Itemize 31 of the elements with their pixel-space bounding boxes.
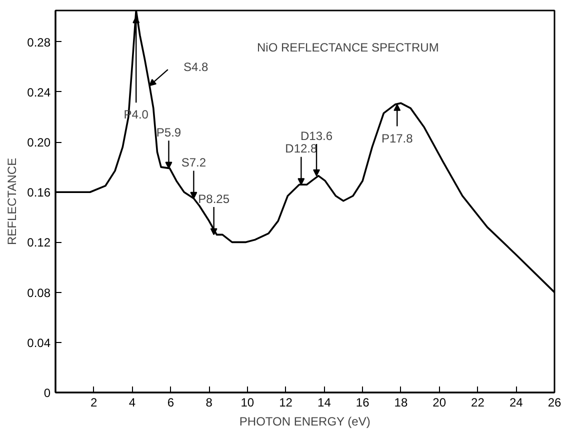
y-tick-label: 0.04 xyxy=(27,336,51,350)
y-tick-label: 0 xyxy=(44,386,51,400)
annotation: D13.6 xyxy=(300,128,333,143)
annotation: P17.8 xyxy=(381,131,414,146)
x-tick-label: 24 xyxy=(509,396,524,410)
x-tick-label: 14 xyxy=(318,396,332,410)
annotation: P8.25 xyxy=(198,192,230,206)
x-tick-label: 10 xyxy=(240,396,254,410)
x-tick-label: 16 xyxy=(356,396,370,410)
annotation: S7.2 xyxy=(181,155,206,170)
text: NiO REFLECTANCE SPECTRUM xyxy=(257,40,439,54)
y-tick-label: 0.20 xyxy=(27,136,51,150)
y-axis-title: REFLECTANCE xyxy=(5,158,20,246)
y-tick-label: 0.28 xyxy=(27,35,51,50)
y-tick-label: 0.08 xyxy=(27,286,51,300)
annotation: S4.8 xyxy=(184,60,209,74)
y-tick-label: 0.12 xyxy=(27,236,51,250)
x-tick-label: 6 xyxy=(167,396,174,410)
annotation: P5.9 xyxy=(156,125,182,140)
x-tick-label: 20 xyxy=(432,396,446,410)
x-tick-label: 4 xyxy=(128,396,136,410)
x-tick-label: 8 xyxy=(206,396,213,410)
x-axis-title: PHOTON ENERGY (eV) xyxy=(239,414,370,428)
x-tick-label: 22 xyxy=(471,396,485,410)
x-tick-label: 18 xyxy=(394,396,408,410)
x-tick-label: 26 xyxy=(548,396,562,410)
x-tick-label: 2 xyxy=(90,396,98,410)
x-tick-label: 12 xyxy=(279,396,293,410)
y-tick-label: 0.24 xyxy=(27,85,51,100)
y-tick-label: 0.16 xyxy=(27,186,51,200)
annotation: D12.8 xyxy=(285,142,318,156)
